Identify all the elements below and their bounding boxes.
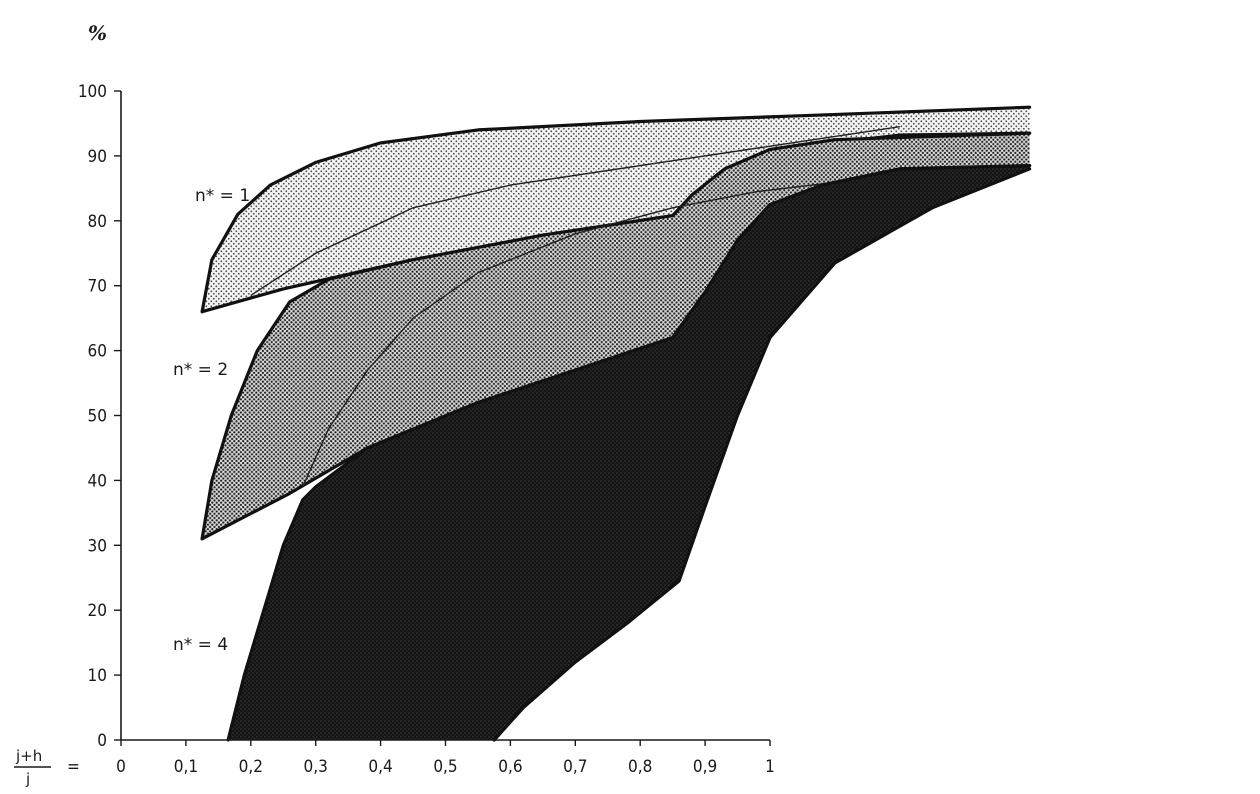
x-ticks: 0 0,1 0,2 0,3 0,4 0,5 0,6 0,7 0,8 0,9 1 [116, 740, 775, 777]
band-inner-line-2 [302, 177, 868, 488]
y-tick-label: 10 [88, 666, 107, 686]
x-label-numerator: j+h [15, 747, 42, 765]
band-labels: n* = 1 n* = 2 n* = 4 [173, 186, 250, 655]
band-fill-2 [202, 133, 1030, 539]
band-label-3: n* = 4 [173, 635, 228, 655]
x-label-equals: = [67, 757, 80, 777]
band-label-1: n* = 1 [195, 186, 250, 206]
x-tick-label: 0,8 [628, 757, 652, 777]
x-tick-label: 0,5 [433, 757, 457, 777]
y-tick-label: 90 [88, 147, 107, 167]
x-tick-label: 0,6 [498, 757, 522, 777]
x-tick-label: 1 [765, 757, 775, 777]
band-3 [226, 164, 1032, 742]
band-upper-edge-1 [200, 105, 1032, 314]
y-unit-label: % [88, 21, 107, 45]
x-tick-label: 0,9 [693, 757, 717, 777]
y-tick-label: 40 [88, 471, 107, 491]
band-inner-line-1 [250, 126, 900, 296]
band-upper-edge-3 [226, 164, 1032, 742]
y-tick-label: 20 [88, 601, 107, 621]
y-tick-label: 70 [88, 277, 107, 297]
band-upper-edge-2 [200, 131, 1032, 541]
x-label-denominator: j [25, 770, 30, 788]
y-ticks: 0 10 20 30 40 50 60 70 80 90 100 [78, 82, 121, 751]
x-tick-label: 0,2 [239, 757, 263, 777]
y-tick-label: 50 [88, 407, 107, 427]
y-tick-label: 60 [88, 342, 107, 362]
y-tick-label: 100 [78, 82, 107, 102]
y-tick-label: 30 [88, 536, 107, 556]
x-tick-label: 0 [116, 757, 126, 777]
bands-layer [200, 105, 1032, 742]
x-tick-label: 0,1 [174, 757, 198, 777]
x-tick-label: 0,7 [563, 757, 587, 777]
y-tick-label: 80 [88, 212, 107, 232]
x-tick-label: 0,4 [368, 757, 392, 777]
band-label-2: n* = 2 [173, 360, 228, 380]
band-lower-edge-3 [492, 167, 1032, 742]
x-label-fraction: j+h j = [14, 747, 80, 788]
x-tick-label: 0,3 [304, 757, 328, 777]
band-fill-3 [228, 165, 1030, 741]
y-tick-label: 0 [97, 731, 107, 751]
